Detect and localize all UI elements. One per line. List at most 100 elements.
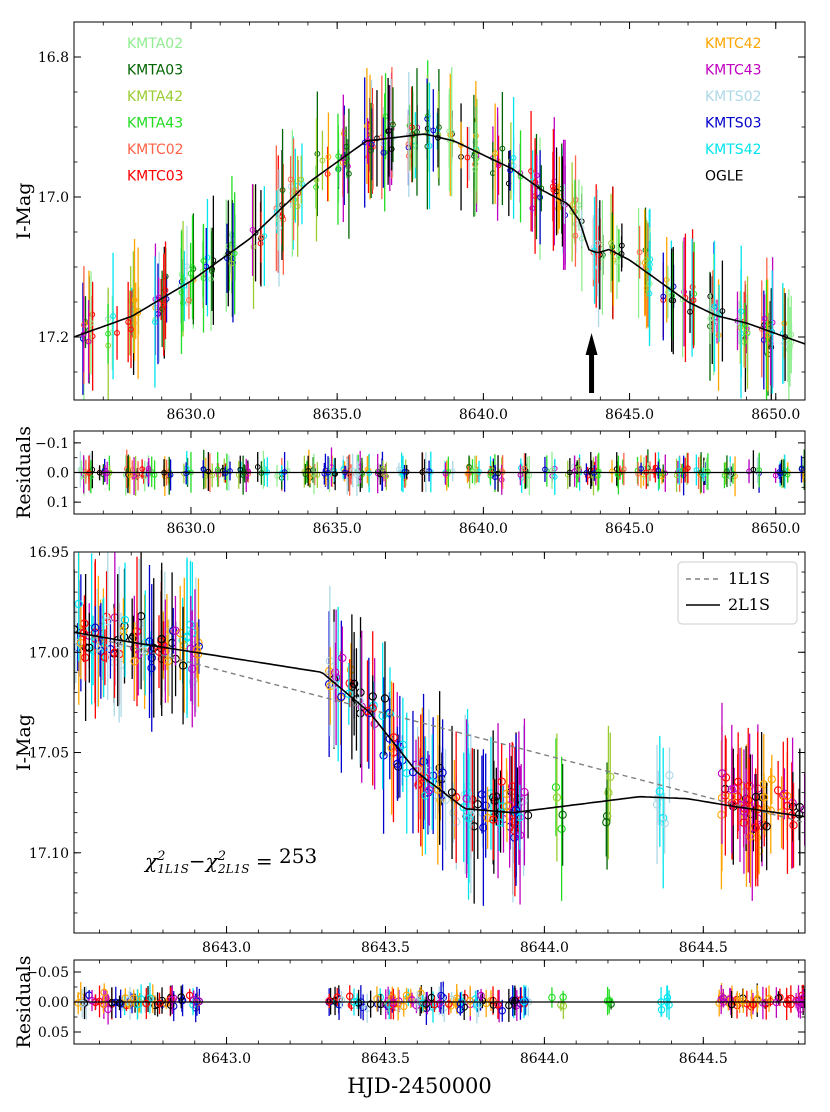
zoom-point bbox=[120, 615, 130, 625]
resid-point bbox=[595, 468, 602, 475]
top-lc-xtick-label: 8645.0 bbox=[605, 407, 654, 423]
resid-point bbox=[621, 466, 627, 472]
resid-point bbox=[584, 473, 591, 479]
resid-point bbox=[635, 471, 641, 477]
zoom-resid-point bbox=[88, 996, 96, 1005]
data-point bbox=[208, 276, 214, 283]
data-point bbox=[279, 187, 286, 194]
zoom-point bbox=[762, 822, 771, 831]
data-point bbox=[533, 172, 540, 179]
data-point bbox=[537, 194, 543, 201]
zoom-point bbox=[660, 819, 669, 828]
zoom-point bbox=[745, 781, 754, 791]
data-point bbox=[472, 166, 479, 173]
data-point bbox=[719, 308, 726, 314]
zoom-point bbox=[795, 810, 804, 819]
data-point bbox=[687, 308, 693, 315]
resid-point bbox=[465, 470, 472, 477]
zoom-resid-point bbox=[402, 991, 411, 1000]
data-point bbox=[390, 121, 396, 128]
zoom-point bbox=[163, 657, 173, 666]
data-point bbox=[499, 145, 506, 152]
zoom-point bbox=[734, 777, 743, 786]
chi2-text: χ2 1L1S−χ2 2L1S = 253 bbox=[143, 844, 317, 876]
data-point bbox=[681, 288, 687, 295]
data-point bbox=[660, 293, 667, 300]
zoom-point bbox=[157, 634, 166, 644]
resid-point bbox=[380, 465, 386, 472]
resid-point bbox=[396, 466, 402, 473]
zoom-point bbox=[154, 647, 164, 656]
zoom-resid-xtick-label: 8644.0 bbox=[520, 1051, 569, 1067]
legend-entry-kmta02: KMTA02 bbox=[127, 36, 183, 52]
data-point bbox=[114, 330, 120, 336]
zoom-lc-xtick-label: 8643.0 bbox=[202, 940, 251, 956]
zoom-point bbox=[483, 813, 492, 823]
zoom-point bbox=[387, 743, 396, 753]
zoom-point bbox=[338, 653, 347, 663]
zoom-point bbox=[558, 810, 567, 819]
zoom-point bbox=[438, 768, 447, 777]
data-point bbox=[324, 171, 331, 177]
top-resid-xtick-label: 8650.0 bbox=[751, 521, 800, 537]
zoom-point bbox=[188, 664, 197, 673]
zoom-point bbox=[783, 801, 792, 811]
zoom-resid-point bbox=[796, 1005, 805, 1013]
zoom-point bbox=[130, 657, 139, 666]
zoom-resid-point bbox=[178, 996, 187, 1005]
zoom-point bbox=[103, 617, 112, 626]
zoom-resid-point bbox=[657, 1005, 666, 1014]
data-point bbox=[787, 343, 793, 350]
resid-point bbox=[227, 468, 233, 474]
data-point bbox=[380, 149, 387, 156]
data-point bbox=[249, 227, 256, 233]
zoom-point bbox=[91, 623, 100, 632]
resid-point bbox=[498, 476, 505, 483]
legend-entry-kmtc43: KMTC43 bbox=[705, 63, 762, 79]
zoom-resid-point bbox=[511, 996, 519, 1005]
top-resid-ytick-label: −0.1 bbox=[35, 436, 69, 452]
zoom-point bbox=[330, 668, 340, 677]
data-point bbox=[668, 297, 675, 304]
data-point bbox=[430, 127, 437, 134]
zoom-resid-point bbox=[337, 996, 346, 1004]
zoom-point bbox=[74, 638, 80, 647]
zoom-point bbox=[132, 627, 142, 636]
zoom-lc-ytick-label: 17.00 bbox=[29, 645, 69, 661]
data-point bbox=[643, 256, 650, 263]
top-lc-points bbox=[74, 60, 805, 400]
data-point bbox=[737, 324, 744, 331]
zoom-resid-point bbox=[189, 995, 198, 1004]
top-lc-xtick-label: 8650.0 bbox=[751, 407, 800, 423]
resid-point bbox=[724, 468, 730, 475]
data-point bbox=[550, 187, 557, 193]
data-point bbox=[368, 141, 375, 148]
zoom-resid-point bbox=[366, 1000, 375, 1008]
zoom-resid-point bbox=[774, 994, 783, 1002]
zoom-resid-point bbox=[185, 991, 194, 1000]
zoom-resid-point bbox=[437, 991, 445, 1000]
top-lc-xtick-label: 8635.0 bbox=[313, 407, 362, 423]
top-resid-axes: 8630.0 8635.0 8640.0 8645.0 8650.0 −0.1 0.0 0.1… bbox=[13, 426, 806, 537]
legend-entry-kmta03: KMTA03 bbox=[127, 63, 183, 79]
data-point bbox=[110, 313, 116, 319]
zoom-point bbox=[433, 785, 442, 794]
zoom-legend: 1L1S 2L1S bbox=[677, 561, 798, 625]
resid-point bbox=[139, 466, 145, 472]
zoom-point bbox=[746, 832, 755, 841]
zoom-point bbox=[379, 751, 388, 760]
top-lc-ytick-label: 16.8 bbox=[38, 50, 69, 66]
data-point bbox=[635, 260, 642, 266]
data-point bbox=[510, 155, 517, 161]
zoom-point bbox=[463, 789, 473, 798]
zoom-point bbox=[398, 740, 408, 749]
zoom-resid-point bbox=[739, 997, 748, 1005]
data-point bbox=[258, 234, 265, 241]
zoom-point bbox=[139, 646, 148, 655]
data-point bbox=[690, 297, 697, 304]
data-point bbox=[200, 257, 207, 264]
zoom-resid-point bbox=[377, 1000, 385, 1009]
resid-point bbox=[492, 474, 498, 481]
